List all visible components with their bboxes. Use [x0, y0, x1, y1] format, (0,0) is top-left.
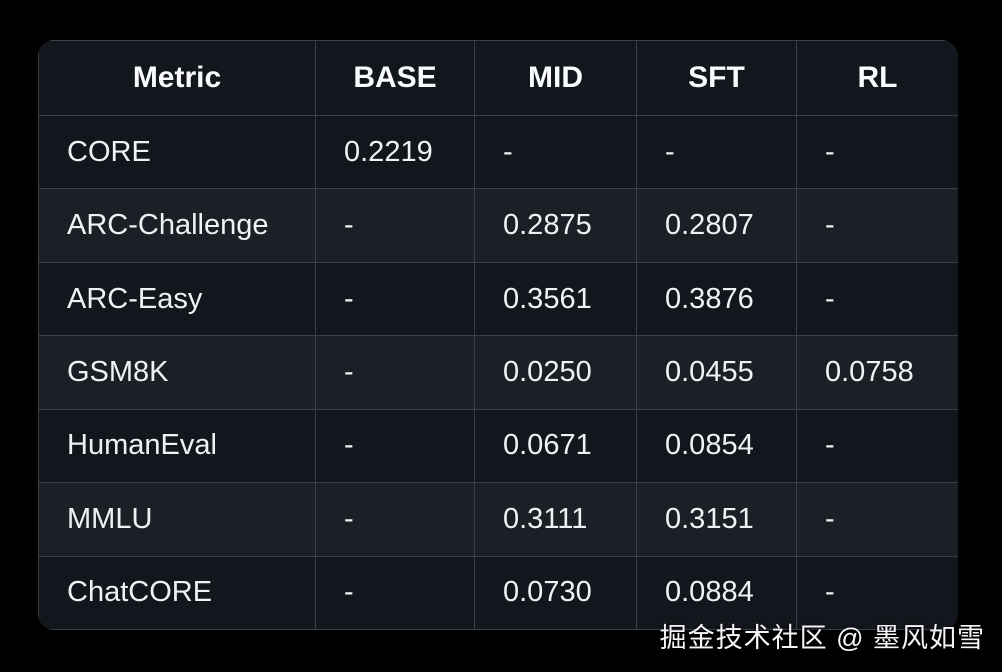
value-cell: -: [315, 335, 475, 410]
value-cell: -: [796, 555, 958, 630]
column-header-rl: RL: [796, 40, 958, 116]
header-row: Metric BASE MID SFT RL: [38, 40, 958, 116]
value-cell: -: [796, 408, 958, 484]
value-cell: 0.2219: [315, 114, 475, 190]
value-cell: 0.3561: [474, 261, 637, 337]
metric-cell: ARC-Challenge: [38, 188, 316, 263]
value-cell: 0.0250: [474, 335, 637, 410]
value-cell: -: [796, 114, 958, 190]
table-row: ARC-Easy - 0.3561 0.3876 -: [38, 261, 958, 337]
value-cell: 0.2807: [636, 188, 797, 263]
column-header-sft: SFT: [636, 40, 797, 116]
metric-cell: HumanEval: [38, 408, 316, 484]
metrics-table: Metric BASE MID SFT RL CORE 0.2219 - - -…: [38, 40, 958, 630]
column-header-mid: MID: [474, 40, 637, 116]
table-row: HumanEval - 0.0671 0.0854 -: [38, 408, 958, 484]
column-header-base: BASE: [315, 40, 475, 116]
table-row: GSM8K - 0.0250 0.0455 0.0758: [38, 335, 958, 410]
value-cell: -: [315, 408, 475, 484]
table-row: MMLU - 0.3111 0.3151 -: [38, 482, 958, 557]
metric-cell: MMLU: [38, 482, 316, 557]
value-cell: -: [796, 261, 958, 337]
watermark-text: 掘金技术社区 @ 墨风如雪: [659, 623, 985, 653]
value-cell: -: [796, 482, 958, 557]
column-header-metric: Metric: [38, 40, 316, 116]
value-cell: 0.3151: [636, 482, 797, 557]
value-cell: -: [636, 114, 797, 190]
value-cell: -: [474, 114, 637, 190]
value-cell: 0.0730: [474, 555, 637, 630]
value-cell: 0.3876: [636, 261, 797, 337]
table-row: ChatCORE - 0.0730 0.0884 -: [38, 555, 958, 630]
value-cell: 0.0884: [636, 555, 797, 630]
metric-cell: ChatCORE: [38, 555, 316, 630]
value-cell: -: [796, 188, 958, 263]
metric-cell: GSM8K: [38, 335, 316, 410]
value-cell: 0.0758: [796, 335, 958, 410]
value-cell: -: [315, 555, 475, 630]
value-cell: 0.2875: [474, 188, 637, 263]
value-cell: -: [315, 188, 475, 263]
benchmark-results-table: Metric BASE MID SFT RL CORE 0.2219 - - -…: [38, 40, 958, 630]
value-cell: 0.0671: [474, 408, 637, 484]
value-cell: 0.0455: [636, 335, 797, 410]
value-cell: -: [315, 482, 475, 557]
value-cell: 0.0854: [636, 408, 797, 484]
value-cell: 0.3111: [474, 482, 637, 557]
value-cell: -: [315, 261, 475, 337]
metric-cell: CORE: [38, 114, 316, 190]
table-row: CORE 0.2219 - - -: [38, 114, 958, 190]
table-row: ARC-Challenge - 0.2875 0.2807 -: [38, 188, 958, 263]
metric-cell: ARC-Easy: [38, 261, 316, 337]
